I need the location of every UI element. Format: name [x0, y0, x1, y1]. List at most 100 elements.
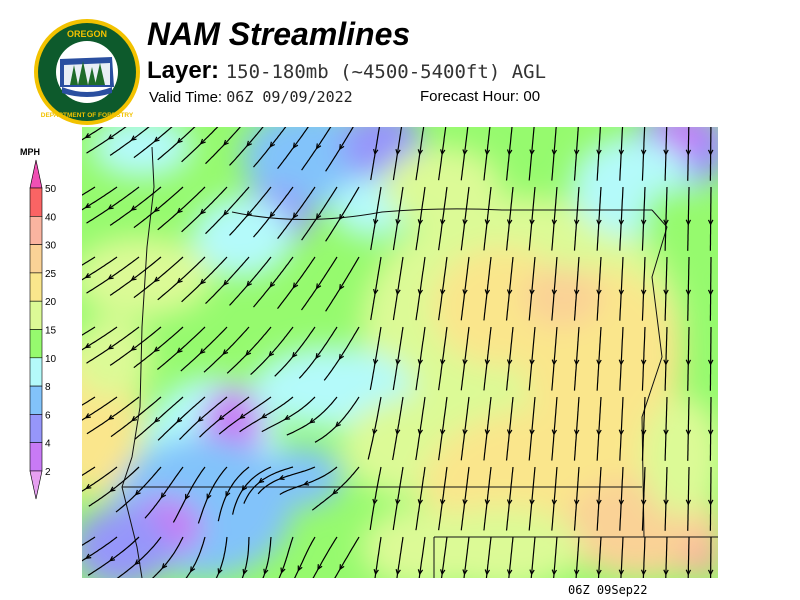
streamline-arrow: [372, 358, 379, 366]
streamline: [392, 396, 404, 461]
wind-speed-region: [362, 507, 482, 578]
streamline: [312, 536, 338, 578]
streamline: [257, 466, 316, 495]
streamline-arrow: [85, 553, 92, 559]
streamline: [573, 466, 580, 531]
streamline: [528, 186, 536, 251]
streamline-arrow: [640, 289, 647, 296]
streamline: [229, 256, 272, 306]
streamline: [253, 127, 287, 168]
streamline: [641, 256, 646, 321]
legend-tick-label: 15: [45, 326, 57, 337]
streamline: [619, 326, 624, 391]
streamline: [709, 327, 712, 391]
streamline: [573, 326, 580, 391]
valid-value: 06Z 09/09/2022: [226, 88, 353, 106]
streamline: [369, 326, 382, 391]
streamline: [438, 466, 448, 531]
streamline: [157, 186, 206, 231]
streamline-arrow: [551, 289, 558, 296]
streamline-arrow: [85, 483, 92, 490]
streamline: [157, 127, 196, 161]
streamline: [641, 396, 646, 461]
streamline-arrow: [663, 149, 669, 156]
streamline: [181, 127, 219, 163]
streamline: [370, 186, 382, 251]
streamline-arrow: [685, 499, 692, 506]
logo-text: DEPARTMENT OF FORESTRY: [41, 112, 134, 119]
streamline-arrow: [372, 428, 378, 436]
streamline-arrow: [484, 429, 491, 436]
oregon-department-of-forestry-logo: OREGON DEPARTMENT OF FORESTRY: [34, 19, 140, 125]
streamline-arrow: [529, 429, 535, 436]
streamline-arrow: [246, 210, 252, 217]
streamline-arrow: [84, 272, 91, 279]
streamline: [485, 536, 492, 578]
streamline-arrow: [707, 289, 714, 296]
streamline-arrow: [506, 219, 513, 226]
streamline-arrow: [551, 359, 558, 366]
streamline: [157, 396, 206, 441]
wind-speed-region: [82, 507, 172, 578]
streamline-arrow: [199, 138, 206, 145]
streamline-arrow: [176, 347, 183, 354]
streamline-arrow: [506, 289, 513, 296]
streamline-arrow: [596, 149, 602, 156]
streamline: [483, 186, 492, 251]
streamline-arrow: [218, 414, 225, 421]
layer-line: Layer: 150-180mb (~4500-5400ft) AGL: [147, 57, 546, 85]
streamline-arrow: [395, 569, 401, 576]
wind-speed-region: [192, 197, 292, 277]
streamline: [709, 397, 712, 461]
legend-unit: MPH: [20, 147, 40, 157]
valid-time: Valid Time: 06Z 09/09/2022: [149, 88, 353, 106]
streamline-arrow: [130, 275, 137, 281]
streamline: [239, 396, 294, 433]
streamline: [687, 397, 690, 461]
streamline: [505, 186, 514, 251]
streamline: [596, 256, 602, 321]
streamline-arrow: [283, 414, 291, 420]
wind-speed-region: [642, 397, 718, 517]
streamline: [109, 127, 150, 156]
streamline: [460, 396, 470, 461]
streamline-arrow: [685, 149, 692, 156]
streamline-arrow: [339, 284, 345, 291]
streamline: [505, 256, 514, 321]
streamline: [709, 127, 712, 181]
streamline: [109, 256, 162, 296]
streamline-arrow: [439, 429, 446, 436]
streamline: [619, 396, 624, 461]
streamline: [325, 186, 360, 242]
streamline-arrow: [573, 359, 580, 366]
streamline-arrow: [506, 359, 513, 366]
streamline: [641, 466, 646, 531]
streamline: [709, 257, 712, 321]
streamline-arrow: [417, 499, 423, 506]
legend-swatch: [29, 272, 43, 302]
streamline-arrow: [618, 499, 625, 506]
streamline: [82, 466, 118, 492]
streamline-arrow: [292, 282, 299, 289]
streamline: [619, 127, 624, 181]
wind-speed-region: [682, 537, 718, 577]
streamline-arrow: [618, 289, 625, 296]
wind-speed-region: [642, 187, 718, 247]
streamline: [396, 536, 404, 578]
streamline-arrow: [130, 345, 137, 351]
streamline-arrow: [663, 569, 669, 576]
streamline: [86, 186, 140, 224]
legend-tick-label: 2: [45, 467, 51, 478]
streamline-arrow: [84, 342, 91, 349]
legend-tick-label: 40: [45, 212, 57, 223]
streamline-arrow: [372, 498, 378, 506]
streamline-arrow: [217, 568, 223, 575]
streamline: [392, 466, 404, 531]
streamline: [82, 396, 118, 421]
legend-swatch: [29, 414, 43, 443]
streamline-arrow: [685, 569, 692, 576]
streamline-arrow: [153, 276, 160, 283]
streamline: [687, 187, 690, 251]
streamline: [438, 396, 448, 461]
streamline: [528, 466, 536, 531]
